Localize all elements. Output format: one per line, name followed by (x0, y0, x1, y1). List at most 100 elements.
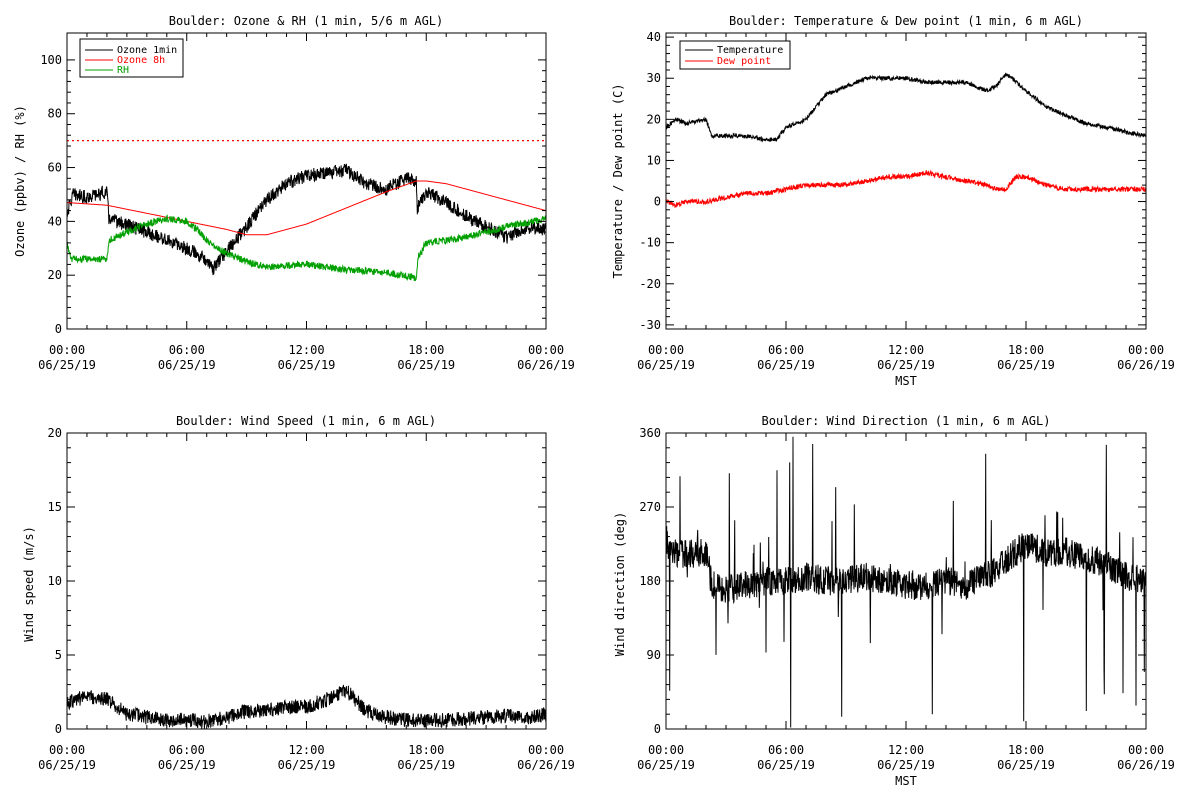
y-axis-label: Wind direction (deg) (613, 512, 627, 657)
chart-title: Boulder: Temperature & Dew point (1 min,… (729, 14, 1083, 28)
plot-area: 09018027036000:0006/25/1906:0006/25/1912… (637, 426, 1175, 772)
y-tick-label: 90 (647, 648, 661, 662)
x-tick-label-date: 06/25/19 (757, 358, 815, 372)
legend-box (79, 38, 184, 78)
x-tick-label-time: 06:00 (768, 343, 804, 357)
y-tick-label: -20 (639, 277, 661, 291)
x-tick-label-date: 06/26/19 (517, 358, 575, 372)
series-line-2 (67, 214, 546, 282)
ozone-rh-panel: Boulder: Ozone & RH (1 min, 5/6 m AGL) 0… (13, 14, 575, 372)
x-tick-label-time: 06:00 (768, 743, 804, 757)
x-tick-label-time: 00:00 (648, 343, 684, 357)
chart-title: Boulder: Wind Direction (1 min, 6 m AGL) (762, 414, 1051, 428)
x-tick-label-date: 06/25/19 (158, 758, 216, 772)
x-tick-label-date: 06/25/19 (397, 358, 455, 372)
y-tick-label: -10 (639, 236, 661, 250)
series-line-1 (67, 180, 546, 236)
legend-box (679, 40, 791, 70)
plot-area: 02040608010000:0006/25/1906:0006/25/1912… (38, 32, 575, 372)
x-tick-label-date: 06/25/19 (997, 358, 1055, 372)
y-tick-label: 20 (48, 268, 62, 282)
x-tick-label-time: 06:00 (169, 743, 205, 757)
plot-area: 0510152000:0006/25/1906:0006/25/1912:000… (38, 426, 575, 772)
y-tick-label: 80 (48, 107, 62, 121)
x-tick-label-time: 06:00 (169, 343, 205, 357)
legend-label-rh: RH (117, 65, 129, 76)
y-tick-label: 100 (40, 53, 62, 67)
legend: Ozone 1min Ozone 8h RH (79, 38, 184, 78)
x-tick-label-time: 00:00 (1128, 343, 1164, 357)
x-tick-label-time: 18:00 (408, 343, 444, 357)
y-tick-label: 0 (55, 322, 62, 336)
x-tick-label-date: 06/26/19 (1117, 758, 1175, 772)
x-tick-label-time: 00:00 (49, 343, 85, 357)
y-tick-label: 0 (55, 722, 62, 736)
x-tick-label-time: 18:00 (1008, 743, 1044, 757)
x-tick-label-date: 06/25/19 (997, 758, 1055, 772)
y-tick-label: 40 (647, 30, 661, 44)
plot-area: -30-20-1001020304000:0006/25/1906:0006/2… (637, 30, 1175, 372)
x-tick-label-date: 06/25/19 (877, 758, 935, 772)
wind-speed-panel: Boulder: Wind Speed (1 min, 6 m AGL) 0 5 1… (22, 414, 575, 772)
x-tick-label-time: 12:00 (888, 743, 924, 757)
x-axis-label: MST (895, 374, 917, 388)
y-tick-label: 30 (647, 71, 661, 85)
x-axis-label: MST (895, 774, 917, 788)
x-tick-label-time: 12:00 (888, 343, 924, 357)
x-tick-label-date: 06/25/19 (757, 758, 815, 772)
x-tick-label-date: 06/25/19 (278, 358, 336, 372)
y-tick-label: 270 (639, 500, 661, 514)
x-tick-label-time: 18:00 (408, 743, 444, 757)
y-tick-label: 20 (647, 112, 661, 126)
x-tick-label-time: 18:00 (1008, 343, 1044, 357)
x-tick-label-time: 12:00 (288, 743, 324, 757)
x-tick-label-time: 00:00 (648, 743, 684, 757)
x-tick-label-date: 06/25/19 (38, 758, 96, 772)
y-tick-label: -30 (639, 318, 661, 332)
y-tick-label: 360 (639, 426, 661, 440)
x-tick-label-date: 06/25/19 (637, 358, 695, 372)
wind-direction-panel: Boulder: Wind Direction (1 min, 6 m AGL)… (613, 414, 1175, 788)
y-tick-label: 0 (654, 722, 661, 736)
x-tick-label-date: 06/25/19 (877, 358, 935, 372)
series-line-0 (666, 436, 1146, 728)
x-tick-label-time: 00:00 (528, 343, 564, 357)
legend-label-ozone-1min: Ozone 1min (117, 45, 177, 56)
x-tick-label-date: 06/25/19 (158, 358, 216, 372)
x-tick-label-date: 06/25/19 (397, 758, 455, 772)
x-tick-label-time: 00:00 (49, 743, 85, 757)
y-axis-label: Ozone (ppbv) / RH (%) (13, 105, 27, 257)
chart-title: Boulder: Wind Speed (1 min, 6 m AGL) (176, 414, 436, 428)
temperature-dewpoint-panel: Boulder: Temperature & Dew point (1 min,… (611, 14, 1175, 388)
y-tick-label: 15 (48, 500, 62, 514)
y-tick-label: 10 (647, 153, 661, 167)
x-tick-label-date: 06/25/19 (38, 358, 96, 372)
legend-label-dew-point: Dew point (717, 56, 771, 67)
y-tick-label: 0 (654, 195, 661, 209)
legend-label-temperature: Temperature (717, 45, 783, 56)
series-line-1 (666, 169, 1146, 209)
x-tick-label-time: 00:00 (1128, 743, 1164, 757)
y-tick-label: 5 (55, 648, 62, 662)
legend: Temperature Dew point (679, 40, 791, 70)
x-tick-label-date: 06/25/19 (637, 758, 695, 772)
y-tick-label: 20 (48, 426, 62, 440)
series-line-0 (666, 72, 1146, 143)
x-tick-label-date: 06/26/19 (517, 758, 575, 772)
y-tick-label: 10 (48, 574, 62, 588)
y-tick-label: 180 (639, 574, 661, 588)
y-axis-label: Wind speed (m/s) (22, 526, 36, 642)
y-tick-label: 60 (48, 161, 62, 175)
x-tick-label-date: 06/25/19 (278, 758, 336, 772)
x-tick-label-date: 06/26/19 (1117, 358, 1175, 372)
y-tick-label: 40 (48, 214, 62, 228)
chart-title: Boulder: Ozone & RH (1 min, 5/6 m AGL) (169, 14, 444, 28)
series-line-0 (67, 684, 546, 729)
y-axis-label: Temperature / Dew point (C) (611, 83, 625, 278)
legend-label-ozone-8h: Ozone 8h (117, 55, 165, 66)
x-tick-label-time: 12:00 (288, 343, 324, 357)
x-tick-label-time: 00:00 (528, 743, 564, 757)
series-line-0 (67, 163, 546, 276)
